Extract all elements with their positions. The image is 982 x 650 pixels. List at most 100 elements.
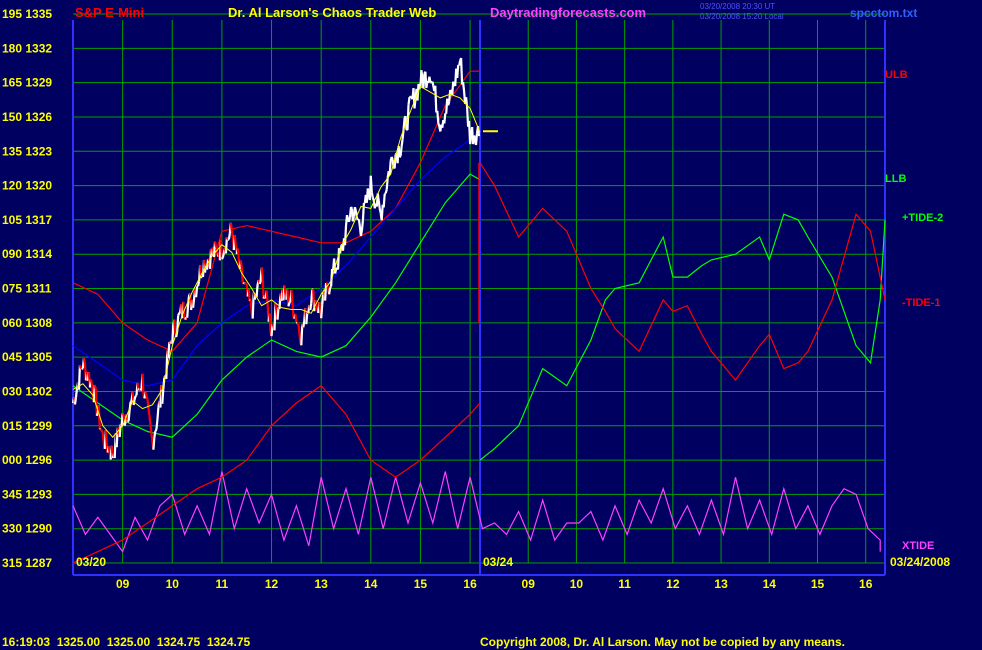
price-segment — [99, 428, 103, 432]
price-segment — [265, 290, 269, 304]
price-segment — [155, 419, 159, 430]
price-segment — [73, 397, 78, 405]
price-segment — [261, 276, 265, 299]
price-segment — [258, 281, 262, 285]
price-segment — [178, 311, 182, 314]
date-label-split: 03/24 — [483, 555, 513, 569]
price-segment — [290, 289, 294, 302]
price-segment — [144, 391, 148, 397]
x-tick-label: 12 — [666, 577, 680, 591]
y-tick-label: 315 1287 — [2, 556, 52, 570]
price-segment — [233, 234, 237, 246]
price-segment — [328, 287, 332, 295]
price-segment — [221, 256, 224, 260]
price-segment — [95, 412, 99, 417]
x-tick-label: 09 — [116, 577, 130, 591]
price-segment — [398, 155, 402, 158]
timestamp-utc: 03/20/2008 20:30 UT — [700, 2, 775, 11]
price-segment — [81, 367, 84, 370]
price-segment — [350, 206, 353, 210]
price-segment — [192, 298, 196, 308]
price-segment — [305, 312, 309, 325]
price-segment — [370, 192, 374, 198]
right-label-xtide: XTIDE — [902, 540, 934, 552]
price-segment — [320, 304, 324, 319]
price-segment — [287, 302, 291, 307]
price-segment — [207, 258, 210, 261]
y-tick-label: 060 1308 — [2, 316, 52, 330]
y-tick-label: 195 1335 — [2, 7, 52, 21]
price-segment — [118, 424, 122, 438]
right-label-tide2: +TIDE-2 — [902, 212, 943, 224]
price-segment — [107, 446, 111, 454]
price-segment — [310, 290, 314, 304]
y-tick-label: 105 1317 — [2, 213, 52, 227]
price-segment — [390, 156, 394, 160]
price-segment — [334, 269, 338, 274]
y-tick-label: 120 1320 — [2, 179, 52, 193]
series-line-ulb — [72, 70, 480, 353]
price-segment — [221, 252, 225, 258]
price-segment — [399, 146, 403, 157]
price-segment — [184, 316, 188, 321]
price-segment — [219, 239, 223, 260]
price-segment — [384, 189, 388, 194]
x-tick-label: 16 — [859, 577, 873, 591]
price-segment — [376, 193, 380, 201]
x-tick-label: 15 — [811, 577, 825, 591]
series-line-llb — [72, 173, 481, 438]
price-segment — [139, 388, 143, 392]
price-segment — [353, 206, 357, 212]
price-segment — [462, 81, 466, 92]
price-segment — [133, 395, 137, 401]
y-axis-labels: 195 1335 180 1332 165 1329 150 1326 135 1323… — [2, 7, 52, 570]
price-segment — [229, 222, 233, 231]
x-tick-label: 12 — [265, 577, 279, 591]
price-segment — [120, 413, 124, 426]
price-segment — [431, 81, 435, 87]
y-tick-label: 090 1314 — [2, 247, 52, 261]
price-segment — [369, 175, 373, 193]
price-segment — [448, 89, 452, 102]
price-segment — [343, 226, 348, 246]
copyright-notice: Copyright 2008, Dr. Al Larson. May not b… — [480, 635, 845, 649]
price-segment — [329, 285, 333, 289]
price-segment — [407, 96, 411, 106]
x-tick-label: 13 — [714, 577, 728, 591]
price-segment — [428, 76, 432, 83]
y-tick-label: 330 1290 — [2, 522, 52, 536]
chart-title: Dr. Al Larson's Chaos Trader Web — [228, 5, 436, 20]
price-segment — [236, 248, 240, 260]
price-segment — [302, 320, 306, 328]
price-segment — [145, 395, 149, 400]
price-segment — [129, 400, 133, 403]
y-tick-label: 030 1302 — [2, 384, 52, 398]
price-segment — [300, 324, 304, 346]
price-segment — [123, 421, 127, 427]
price-segment — [402, 117, 406, 130]
price-segment — [436, 110, 440, 123]
price-segment — [195, 286, 199, 298]
price-segment — [154, 428, 158, 432]
price-segment — [148, 414, 152, 425]
price-segment — [397, 145, 401, 158]
price-segment — [156, 407, 160, 420]
right-label-tide1: -TIDE-1 — [902, 297, 941, 309]
price-segment — [458, 60, 462, 66]
series-line-tide1fwd — [479, 162, 886, 381]
x-tick-label: 11 — [618, 577, 631, 591]
y-tick-label: 165 1329 — [2, 76, 52, 90]
price-segment — [230, 230, 234, 239]
price-segment — [309, 303, 313, 311]
price-segment — [359, 230, 363, 237]
price-segment — [355, 217, 359, 221]
price-segment — [447, 101, 451, 106]
right-label-llb: LLB — [885, 173, 906, 185]
price-segment — [361, 202, 365, 221]
price-segment — [243, 281, 247, 285]
right-label-ulb: ULB — [885, 69, 908, 81]
price-segment — [324, 282, 328, 301]
series-line-xtide — [72, 471, 881, 553]
price-segment — [345, 214, 350, 220]
